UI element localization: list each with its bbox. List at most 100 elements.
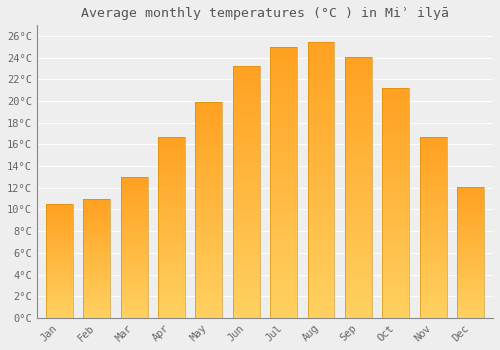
Bar <box>345 57 372 318</box>
Bar <box>270 291 297 294</box>
Bar <box>457 302 484 303</box>
Bar <box>83 212 110 213</box>
Bar <box>120 242 148 243</box>
Bar <box>46 228 72 229</box>
Bar <box>308 94 334 97</box>
Bar <box>345 130 372 132</box>
Bar <box>233 295 260 298</box>
Bar <box>420 273 446 274</box>
Bar <box>308 246 334 249</box>
Bar <box>420 229 446 231</box>
Bar <box>233 149 260 152</box>
Bar <box>120 278 148 280</box>
Bar <box>345 132 372 135</box>
Bar <box>158 311 185 313</box>
Bar <box>382 134 409 136</box>
Bar <box>382 290 409 293</box>
Bar <box>196 111 222 113</box>
Bar <box>420 218 446 220</box>
Bar <box>83 288 110 289</box>
Bar <box>420 200 446 202</box>
Bar <box>196 273 222 275</box>
Bar <box>233 172 260 175</box>
Bar <box>345 260 372 263</box>
Bar <box>120 204 148 205</box>
Bar <box>158 140 185 142</box>
Bar <box>270 245 297 247</box>
Bar <box>345 284 372 287</box>
Bar <box>120 259 148 260</box>
Bar <box>158 137 185 139</box>
Bar <box>196 307 222 309</box>
Bar <box>457 218 484 219</box>
Bar <box>457 310 484 311</box>
Bar <box>457 234 484 235</box>
Bar <box>382 88 409 318</box>
Bar <box>270 101 297 104</box>
Bar <box>83 296 110 298</box>
Bar <box>46 208 72 209</box>
Bar <box>46 316 72 317</box>
Bar <box>345 75 372 78</box>
Bar <box>120 267 148 268</box>
Bar <box>308 141 334 144</box>
Bar <box>270 61 297 63</box>
Bar <box>308 235 334 238</box>
Bar <box>46 240 72 241</box>
Bar <box>270 161 297 163</box>
Bar <box>83 246 110 247</box>
Bar <box>457 221 484 222</box>
Bar <box>457 280 484 281</box>
Bar <box>158 191 185 193</box>
Bar <box>457 273 484 275</box>
Bar <box>308 169 334 172</box>
Bar <box>83 277 110 279</box>
Bar <box>270 47 297 50</box>
Bar <box>196 281 222 284</box>
Bar <box>46 282 72 284</box>
Bar <box>308 312 334 315</box>
Bar <box>158 296 185 298</box>
Bar <box>420 264 446 265</box>
Bar <box>46 206 72 208</box>
Bar <box>158 224 185 225</box>
Bar <box>270 55 297 58</box>
Bar <box>83 237 110 238</box>
Bar <box>457 259 484 260</box>
Bar <box>120 206 148 208</box>
Bar <box>308 99 334 102</box>
Bar <box>382 212 409 215</box>
Bar <box>457 230 484 231</box>
Bar <box>420 291 446 293</box>
Bar <box>457 301 484 302</box>
Bar <box>382 288 409 290</box>
Bar <box>270 269 297 272</box>
Bar <box>83 217 110 218</box>
Bar <box>233 145 260 147</box>
Bar <box>382 313 409 316</box>
Bar <box>158 300 185 302</box>
Bar <box>158 289 185 291</box>
Bar <box>46 253 72 254</box>
Bar <box>196 223 222 225</box>
Bar <box>270 180 297 182</box>
Bar <box>420 213 446 215</box>
Bar <box>457 246 484 247</box>
Bar <box>83 255 110 256</box>
Bar <box>158 180 185 182</box>
Bar <box>233 137 260 139</box>
Bar <box>457 208 484 209</box>
Bar <box>158 202 185 204</box>
Bar <box>420 258 446 260</box>
Bar <box>308 64 334 66</box>
Bar <box>120 233 148 235</box>
Bar <box>420 164 446 166</box>
Bar <box>83 268 110 269</box>
Bar <box>382 219 409 222</box>
Bar <box>233 69 260 71</box>
Bar <box>308 133 334 135</box>
Bar <box>233 169 260 172</box>
Bar <box>345 266 372 268</box>
Bar <box>345 263 372 266</box>
Bar <box>420 289 446 291</box>
